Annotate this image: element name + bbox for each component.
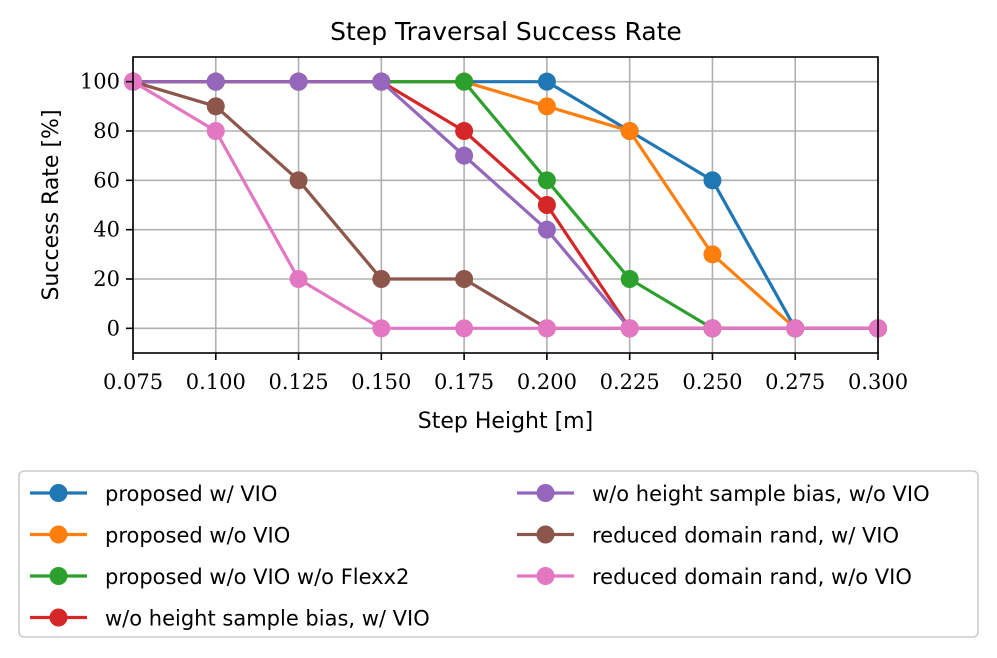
data-point <box>206 122 225 140</box>
legend-marker <box>49 567 68 585</box>
series-line <box>132 80 878 330</box>
legend-entry: proposed w/o VIO w/o Flexx2 <box>30 565 409 589</box>
legend-items: proposed w/ VIO proposed w/o VIO proposed … <box>30 482 930 631</box>
legend: proposed w/ VIO proposed w/o VIO proposed … <box>18 470 979 638</box>
series-line <box>133 80 878 330</box>
y-tick-label: 40 <box>93 218 120 242</box>
chart-title: Step Traversal Success Rate <box>330 17 682 46</box>
legend-label: w/o height sample bias, w/ VIO <box>105 607 430 631</box>
legend-marker <box>49 525 68 544</box>
series-2 <box>124 72 887 338</box>
legend-label: reduced domain rand, w/ VIO <box>592 524 899 548</box>
legend-marker <box>536 567 555 585</box>
y-axis-label: Success Rate [%] <box>39 109 64 300</box>
data-point <box>537 220 556 239</box>
data-point <box>537 72 556 91</box>
axis-ticks: 0.075 0.100 0.125 0.150 0.175 0.200 0.225 0.250… <box>80 70 908 394</box>
data-point <box>703 245 722 264</box>
data-point <box>537 171 556 190</box>
y-tick-label: 60 <box>93 168 120 192</box>
data-point <box>455 122 474 140</box>
data-point <box>289 171 308 190</box>
legend-entry: proposed w/ VIO <box>30 482 277 506</box>
data-point <box>537 319 556 338</box>
x-tick-label: 0.175 <box>434 370 494 394</box>
data-point <box>372 270 391 288</box>
series-line <box>132 80 878 330</box>
x-tick-label: 0.225 <box>600 370 660 394</box>
legend-frame <box>18 470 979 638</box>
y-tick-label: 100 <box>80 70 120 94</box>
data-point <box>455 72 474 91</box>
data-point <box>455 146 474 165</box>
data-point <box>206 97 225 116</box>
legend-marker <box>49 608 68 627</box>
series-1 <box>124 72 887 338</box>
x-axis-label: Step Height [m] <box>418 409 593 434</box>
x-tick-label: 0.300 <box>848 370 908 394</box>
data-point <box>786 319 805 338</box>
legend-entry: w/o height sample bias, w/ VIO <box>30 607 430 631</box>
grid-lines <box>132 57 879 353</box>
data-point <box>537 97 556 116</box>
data-point <box>620 122 639 140</box>
y-tick-label: 20 <box>93 267 120 291</box>
data-point <box>703 319 722 338</box>
series-5 <box>124 72 887 338</box>
data-point <box>289 72 308 91</box>
legend-label: proposed w/o VIO w/o Flexx2 <box>105 565 409 589</box>
data-point <box>455 270 474 288</box>
series-7 <box>124 72 887 338</box>
data-point <box>289 270 308 288</box>
legend-entry: reduced domain rand, w/ VIO <box>517 524 899 548</box>
data-point <box>620 319 639 338</box>
data-point <box>537 196 556 214</box>
x-tick-label: 0.100 <box>186 370 246 394</box>
x-tick-label: 0.125 <box>268 370 328 394</box>
series-line <box>133 80 878 330</box>
data-point <box>703 171 722 190</box>
data-point <box>372 72 391 91</box>
series-line <box>133 80 878 330</box>
x-tick-label: 0.200 <box>517 370 577 394</box>
series-line <box>133 80 878 330</box>
y-tick-label: 0 <box>107 316 120 340</box>
legend-label: w/o height sample bias, w/o VIO <box>592 482 930 506</box>
x-tick-label: 0.150 <box>351 370 411 394</box>
series-line <box>133 80 878 330</box>
series-layer <box>124 72 887 338</box>
legend-label: proposed w/ VIO <box>105 482 277 506</box>
legend-label: proposed w/o VIO <box>105 524 290 548</box>
data-point <box>206 72 225 91</box>
series-6 <box>124 72 887 338</box>
series-4 <box>124 72 887 338</box>
legend-entry: w/o height sample bias, w/o VIO <box>517 482 930 506</box>
x-tick-label: 0.250 <box>682 370 742 394</box>
data-point <box>455 319 474 338</box>
y-tick-label: 80 <box>93 119 120 143</box>
x-tick-label: 0.275 <box>765 370 825 394</box>
legend-entry: reduced domain rand, w/o VIO <box>517 565 912 589</box>
legend-entry: proposed w/o VIO <box>30 524 290 548</box>
x-tick-label: 0.075 <box>103 370 163 394</box>
plot-frame <box>132 56 879 354</box>
legend-marker <box>49 484 68 502</box>
data-point <box>372 319 391 338</box>
data-point <box>620 270 639 288</box>
legend-label: reduced domain rand, w/o VIO <box>592 565 912 589</box>
series-3 <box>124 72 887 338</box>
legend-marker <box>536 525 555 544</box>
legend-marker <box>536 484 555 502</box>
